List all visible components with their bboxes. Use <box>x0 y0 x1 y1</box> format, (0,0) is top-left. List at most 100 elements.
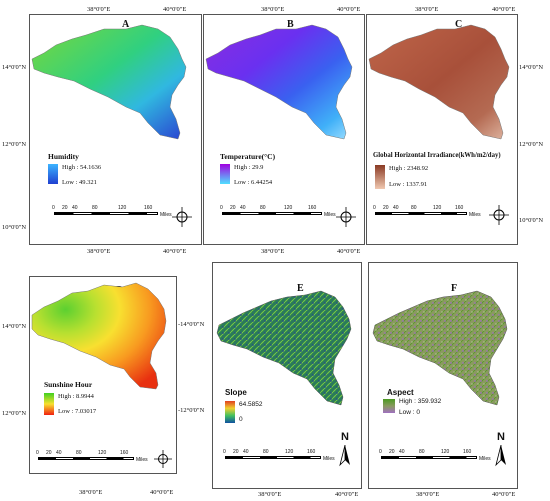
coord-label: 40°0'0"E <box>163 6 187 13</box>
scale-tick: 20 <box>383 205 389 211</box>
scale-tick: 160 <box>307 449 316 455</box>
coord-label: 10°0'0"N <box>519 217 544 224</box>
panel-label: A <box>122 19 130 30</box>
scale-tick: 160 <box>308 205 317 211</box>
humidity-map <box>31 24 187 140</box>
scale-bar <box>375 212 467 215</box>
coord-label: 38°0'0"E <box>261 248 285 255</box>
map-panel-b: B Temperature(°C) High : 29.9 Low : 6.44… <box>203 14 365 245</box>
legend-high: High : 2348.92 <box>389 165 429 172</box>
scale-tick: 0 <box>220 205 223 211</box>
coord-label: 40°0'0"E <box>337 248 361 255</box>
coord-label: 40°0'0"E <box>163 248 187 255</box>
scale-tick: 80 <box>411 205 417 211</box>
legend-low: Low : 49.321 <box>62 179 97 186</box>
coord-label: 40°0'0"E <box>337 6 361 13</box>
legend-low: Low : 0 <box>399 409 420 416</box>
coord-label: 40°0'0"E <box>492 491 516 498</box>
compass-rose-icon <box>489 205 509 225</box>
scale-tick: 0 <box>373 205 376 211</box>
coord-label: 14°0'0"N <box>2 323 27 330</box>
legend-high: High : 8.9944 <box>58 393 94 400</box>
legend-color-ramp <box>375 165 385 189</box>
scale-tick: 80 <box>92 205 98 211</box>
legend-title: Humidity <box>48 152 79 161</box>
coord-label: -12°0'0"N <box>178 407 205 414</box>
legend-title: Slope <box>225 388 247 397</box>
coord-label: 38°0'0"E <box>261 6 285 13</box>
panel-label: B <box>287 19 294 30</box>
coord-label: 10°0'0"N <box>2 224 27 231</box>
coord-label: 12°0'0"N <box>2 141 27 148</box>
scale-unit: Miles <box>469 212 481 218</box>
legend-color-ramp <box>225 401 235 423</box>
scale-tick: 40 <box>72 205 78 211</box>
coord-label: 38°0'0"E <box>87 6 111 13</box>
scale-tick: 160 <box>463 449 472 455</box>
map-panel-f: F Aspect High : 359.932 Low : 0 0 20 40 … <box>368 262 518 489</box>
panel-label: C <box>455 19 463 30</box>
scale-tick: 40 <box>393 205 399 211</box>
legend-low: 0 <box>239 416 243 423</box>
scale-tick: 120 <box>433 205 442 211</box>
coord-label: 12°0'0"N <box>519 141 544 148</box>
legend-title: Global Horizontal Irradiance(kWh/m2/day) <box>373 152 501 159</box>
legend-high: High : 359.932 <box>399 398 442 405</box>
legend-low: Low : 7.03017 <box>58 408 97 415</box>
scale-tick: 0 <box>379 449 382 455</box>
scale-bar <box>38 457 134 460</box>
north-arrow-icon <box>339 445 350 467</box>
scale-tick: 120 <box>118 205 127 211</box>
coord-label: 40°0'0"E <box>335 491 359 498</box>
scale-tick: 160 <box>120 450 129 456</box>
map-panel-a: A Humidity High : 54.1636 Low : 49.321 0… <box>29 14 202 245</box>
scale-unit: Miles <box>136 457 148 463</box>
legend-high: High : 54.1636 <box>62 164 102 171</box>
scale-tick: 20 <box>62 205 68 211</box>
panel-label: E <box>297 283 304 294</box>
map-panel-d: D Sunshine Hour High : 8.9944 Low : 7.03… <box>29 276 177 474</box>
scale-bar <box>222 212 322 215</box>
map-panel-e: E Slope 64.5852 0 0 20 40 80 120 160 Mil… <box>212 262 362 489</box>
temperature-map <box>205 24 353 140</box>
scale-tick: 20 <box>230 205 236 211</box>
legend-color-ramp <box>383 399 395 413</box>
scale-tick: 160 <box>455 205 464 211</box>
sunshine-hour-map <box>31 282 167 390</box>
scale-bar <box>54 212 158 215</box>
scale-tick: 40 <box>399 449 405 455</box>
scale-tick: 20 <box>233 449 239 455</box>
scale-tick: 80 <box>76 450 82 456</box>
compass-rose-icon <box>172 207 192 227</box>
scale-tick: 20 <box>389 449 395 455</box>
compass-rose-icon <box>336 207 356 227</box>
scale-tick: 160 <box>144 205 153 211</box>
scale-tick: 80 <box>263 449 269 455</box>
aspect-map <box>372 290 508 406</box>
coord-label: 38°0'0"E <box>415 6 439 13</box>
north-arrow-label: N <box>497 431 505 443</box>
legend-title: Aspect <box>387 388 414 397</box>
scale-unit: Miles <box>479 456 491 462</box>
map-panel-c: C Global Horizontal Irradiance(kWh/m2/da… <box>366 14 518 245</box>
legend-title: Sunshine Hour <box>44 380 93 389</box>
compass-rose-icon <box>154 450 172 468</box>
scale-unit: Miles <box>160 212 172 218</box>
coord-label: 38°0'0"E <box>87 248 111 255</box>
slope-map <box>216 290 352 406</box>
scale-unit: Miles <box>323 456 335 462</box>
scale-tick: 0 <box>36 450 39 456</box>
scale-tick: 40 <box>240 205 246 211</box>
scale-tick: 80 <box>260 205 266 211</box>
scale-tick: 40 <box>56 450 62 456</box>
scale-tick: 0 <box>223 449 226 455</box>
legend-color-ramp <box>220 164 230 184</box>
scale-tick: 0 <box>52 205 55 211</box>
scale-bar <box>381 456 477 459</box>
coord-label: -14°0'0"N <box>178 321 205 328</box>
legend-low: Low : 1337.91 <box>389 181 428 188</box>
coord-label: 40°0'0"E <box>150 489 174 496</box>
legend-color-ramp <box>48 164 58 184</box>
panel-label: F <box>451 283 458 294</box>
coord-label: 38°0'0"E <box>416 491 440 498</box>
